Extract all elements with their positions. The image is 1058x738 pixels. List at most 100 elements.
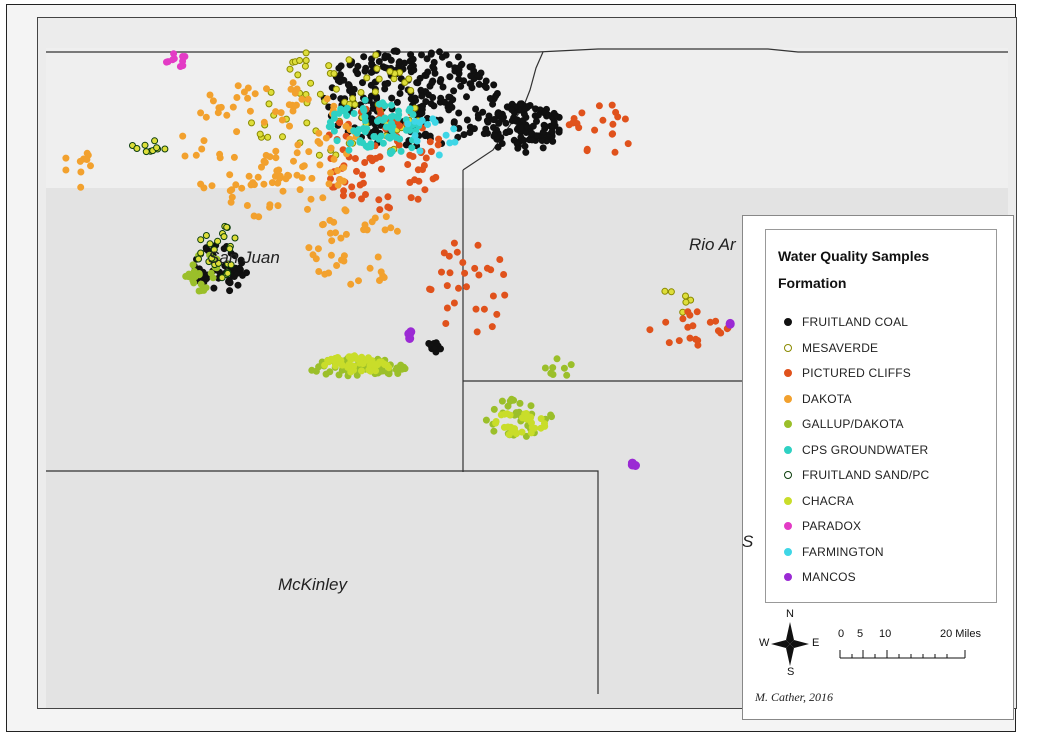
sample-point: [197, 109, 205, 117]
sample-point: [209, 274, 217, 282]
sample-point: [327, 251, 335, 259]
sample-point: [329, 93, 337, 101]
sample-point: [541, 364, 549, 372]
sample-point: [360, 226, 368, 234]
sample-point: [541, 420, 548, 428]
sample-point: [353, 167, 360, 175]
sample-point: [62, 154, 70, 162]
sample-point: [214, 237, 222, 245]
sample-point: [446, 100, 454, 108]
sample-point: [87, 162, 94, 170]
sample-point: [429, 175, 437, 183]
sample-point: [302, 49, 310, 57]
sample-point: [298, 95, 306, 103]
sample-point: [381, 114, 389, 122]
sample-point: [226, 187, 234, 195]
sample-point: [373, 95, 381, 103]
sample-point: [514, 144, 522, 152]
sample-point: [330, 114, 338, 122]
sample-point: [411, 94, 419, 102]
south-label: S: [787, 666, 795, 678]
legend-box: Water Quality Samples Formation FRUITLAN…: [765, 229, 997, 603]
sample-point: [454, 53, 462, 61]
sample-point: [260, 180, 268, 188]
sample-point: [694, 341, 702, 349]
sample-point: [361, 67, 369, 75]
sample-point: [583, 145, 591, 153]
sample-point: [265, 100, 273, 108]
sample-point: [426, 138, 434, 146]
sample-point: [493, 310, 501, 318]
sample-point: [340, 187, 348, 195]
sample-point: [319, 194, 327, 202]
sample-point: [667, 288, 675, 296]
sample-point: [216, 150, 224, 158]
sample-point: [197, 236, 205, 244]
sample-point: [304, 205, 311, 213]
sample-point: [450, 239, 458, 247]
sample-point: [142, 148, 150, 156]
sample-point: [267, 88, 275, 96]
sample-point: [428, 79, 436, 87]
sample-point: [351, 101, 359, 108]
sample-point: [197, 180, 205, 188]
sample-point: [472, 105, 480, 113]
sample-point: [466, 129, 474, 136]
legend-swatch-icon: [784, 420, 792, 428]
sample-point: [316, 161, 324, 169]
sample-point: [334, 181, 342, 189]
scale-and-north-area: N S W E 0 5 10 20 Miles: [753, 608, 1015, 719]
sample-point: [353, 371, 361, 379]
sample-point: [567, 361, 575, 369]
legend-subtitle: Formation: [778, 275, 847, 291]
sample-point: [501, 410, 508, 418]
legend-item-label: CHACRA: [802, 493, 854, 508]
legend-item-label: DAKOTA: [802, 391, 852, 406]
sample-point: [274, 179, 282, 187]
legend-item-label: MANCOS: [802, 570, 856, 584]
sample-point: [236, 264, 243, 272]
sample-point: [312, 255, 320, 263]
sample-point: [494, 143, 502, 151]
sample-point: [305, 148, 313, 156]
legend-item: DAKOTA: [784, 389, 852, 409]
sample-point: [553, 355, 561, 363]
sample-point: [302, 57, 310, 64]
sample-point: [373, 65, 381, 73]
sample-point: [395, 59, 403, 67]
sample-point: [361, 128, 369, 136]
sample-point: [450, 87, 458, 95]
sample-point: [414, 195, 422, 203]
sample-point: [389, 122, 397, 130]
sample-point: [367, 81, 375, 89]
sample-point: [233, 94, 241, 101]
sample-point: [304, 95, 312, 103]
sample-point: [226, 171, 234, 179]
sample-point: [348, 183, 356, 191]
sample-point: [423, 55, 431, 63]
sample-point: [505, 431, 513, 438]
sample-point: [293, 85, 301, 93]
sample-point: [609, 130, 617, 138]
scale-tick-0: 0: [838, 628, 845, 640]
sample-point: [425, 91, 432, 99]
sample-point: [209, 97, 217, 105]
sample-point: [226, 279, 234, 287]
sample-point: [527, 429, 535, 437]
sample-point: [197, 280, 205, 288]
sample-point: [335, 109, 343, 117]
sample-point: [493, 90, 501, 97]
sample-point: [181, 152, 189, 160]
sample-point: [374, 117, 381, 125]
sample-point: [258, 163, 265, 171]
legend-item: PICTURED CLIFFS: [784, 363, 911, 383]
sample-point: [336, 176, 344, 183]
sample-point: [375, 135, 383, 143]
sample-point: [195, 255, 202, 263]
sample-point: [407, 194, 415, 202]
sample-point: [363, 74, 371, 82]
sample-point: [387, 56, 395, 64]
sample-point: [575, 124, 583, 132]
sample-point: [621, 115, 629, 123]
sample-point: [446, 269, 454, 277]
